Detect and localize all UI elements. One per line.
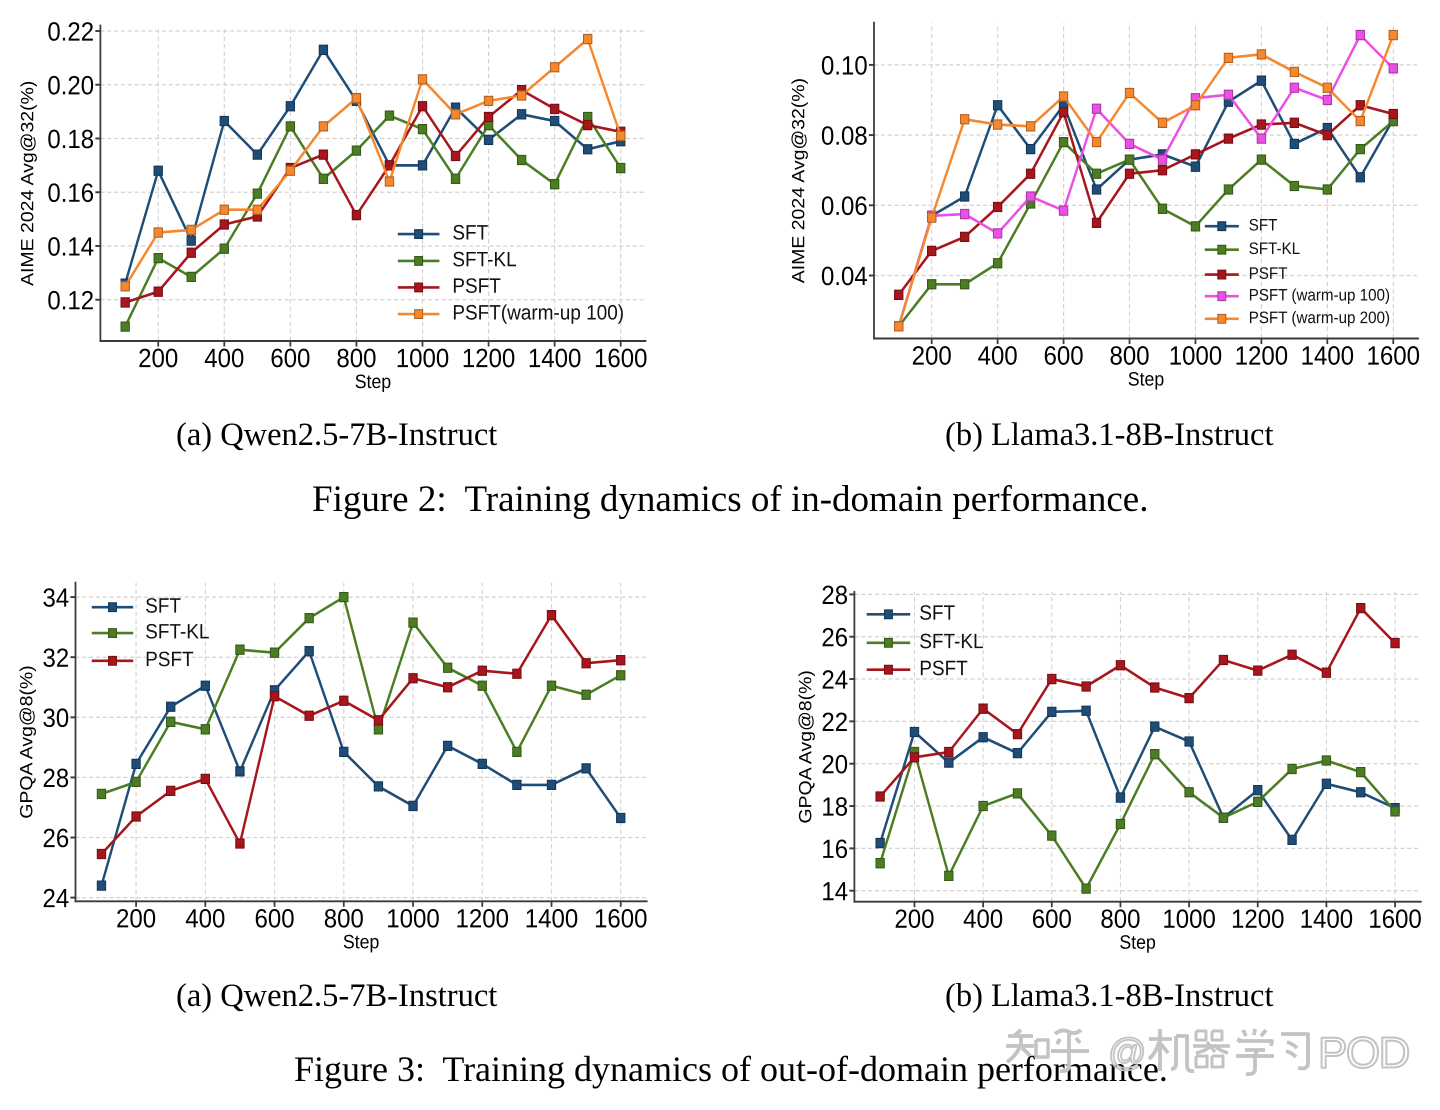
svg-text:@: @ [1108, 1032, 1147, 1074]
svg-text:POD: POD [1318, 1029, 1409, 1078]
